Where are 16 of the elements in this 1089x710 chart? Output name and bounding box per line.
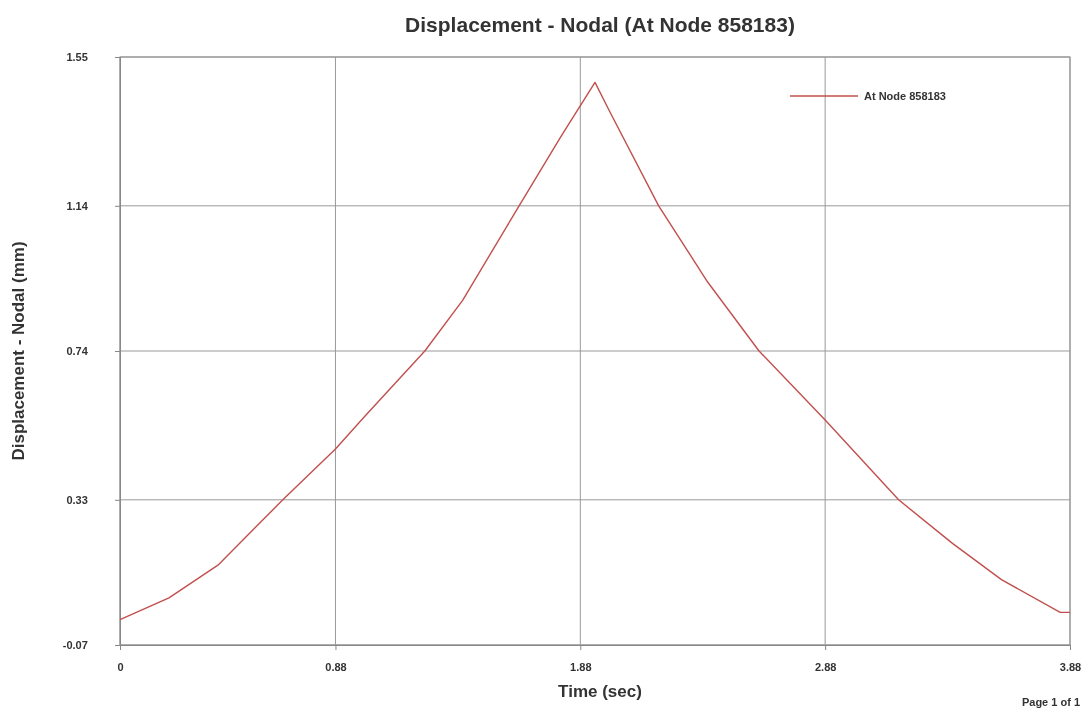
y-tick-label: 1.55 <box>66 51 88 64</box>
y-tick-label: 1.14 <box>66 199 89 212</box>
line-series <box>119 81 1071 621</box>
x-tick-label: 0 <box>117 660 124 673</box>
y-tick-label: -0.07 <box>62 639 88 652</box>
x-tick-label: 1.88 <box>570 660 592 673</box>
y-axis-title: Displacement - Nodal (mm) <box>9 241 28 461</box>
x-tick-label: 2.88 <box>814 660 837 673</box>
text: Page 1 of 1 <box>1021 696 1080 708</box>
x-axis-title: Time (sec) <box>558 682 642 701</box>
y-tick-label: 0.33 <box>66 493 88 506</box>
x-tick-label: 0.88 <box>325 660 347 673</box>
chart-title: Displacement - Nodal (At Node 858183) <box>405 13 795 36</box>
text: At Node 858183 <box>864 90 946 102</box>
y-tick-label: 0.74 <box>66 345 89 358</box>
x-tick-label: 3.88 <box>1059 660 1082 673</box>
